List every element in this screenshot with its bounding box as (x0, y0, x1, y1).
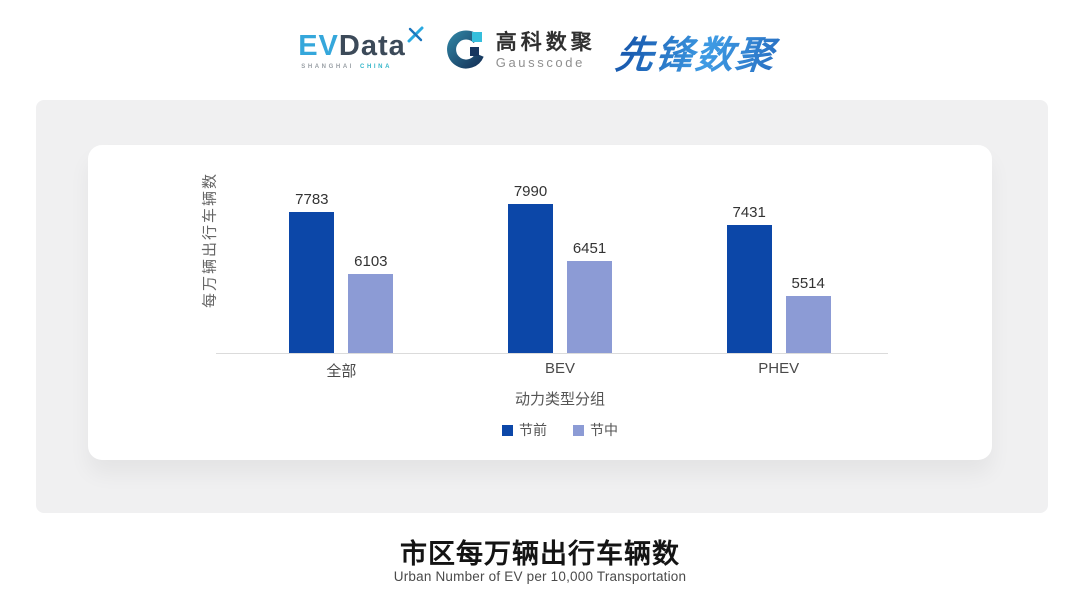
gausscode-en-text: Gausscode (495, 54, 585, 70)
chart-title: 市区每万辆出行车辆数 (400, 539, 680, 569)
evdata-logo: EV Data SHANGHAI CHINA (298, 26, 424, 70)
bar-item: 7431 (726, 204, 772, 353)
evdata-star-icon (407, 26, 424, 43)
legend-item-节中: 节中 (573, 420, 618, 440)
gausscode-cn-text: 高科数聚 (495, 31, 596, 55)
gausscode-g-icon (446, 30, 484, 69)
evdata-china-text: CHINA (360, 64, 393, 70)
legend-label: 节中 (590, 422, 618, 438)
chart-card: 每万辆出行车辆数 7783 6103 7990 6451 7431 5514 全部 BEV P… (88, 145, 992, 460)
evdata-data-text: Data (338, 30, 406, 62)
legend-label: 节前 (519, 422, 547, 438)
evdata-subtext: SHANGHAI CHINA (298, 64, 424, 70)
bar-节前-全部 (289, 212, 335, 353)
bar-节中-PHEV (785, 296, 831, 353)
legend-item-节前: 节前 (502, 420, 547, 440)
bar-节中-全部 (348, 274, 394, 353)
evdata-wordmark: EV Data (298, 26, 424, 62)
bar-group-全部: 7783 6103 (232, 191, 451, 353)
gausscode-logo: 高科数聚 Gausscode (444, 29, 596, 73)
chart-legend: 节前 节中 (232, 420, 888, 440)
bar-group-BEV: 7990 6451 (451, 183, 670, 353)
category-label-BEV: BEV (545, 360, 576, 377)
x-axis-categories: 全部 BEV PHEV (232, 360, 888, 381)
evdata-ev-text: EV (298, 30, 339, 62)
legend-swatch-icon (502, 424, 513, 436)
bar-item: 7783 (289, 191, 335, 353)
bar-节前-BEV (508, 204, 553, 353)
xianfeng-logo: 先锋数聚 (613, 24, 785, 79)
evdata-shanghai-text: SHANGHAI (301, 64, 355, 70)
bar-item: 5514 (785, 275, 831, 353)
x-axis-line (216, 353, 888, 354)
chart-subtitle: Urban Number of EV per 10,000 Transporta… (393, 569, 687, 584)
bar-value-label: 7431 (732, 204, 766, 221)
x-axis-label: 动力类型分组 (514, 391, 605, 408)
bar-节前-PHEV (726, 225, 772, 353)
chart-panel: 每万辆出行车辆数 7783 6103 7990 6451 7431 5514 全部 BEV P… (36, 100, 1048, 513)
bar-value-label: 5514 (791, 275, 825, 292)
gausscode-wordmark: 高科数聚 Gausscode (496, 31, 596, 70)
bar-value-label: 7990 (513, 183, 548, 200)
legend-swatch-icon (573, 424, 584, 436)
category-label-PHEV: PHEV (758, 360, 800, 377)
bar-value-label: 6103 (354, 253, 388, 270)
category-label-全部: 全部 (326, 363, 357, 380)
bar-group-PHEV: 7431 5514 (669, 204, 888, 353)
y-axis-label: 每万辆出行车辆数 (201, 171, 219, 309)
bar-value-label: 7783 (295, 191, 329, 208)
bar-item: 6103 (348, 253, 394, 353)
bar-节中-BEV (567, 261, 612, 353)
bar-item: 7990 (508, 183, 553, 353)
plot-area: 7783 6103 7990 6451 7431 5514 (232, 183, 888, 353)
header-logos: EV Data SHANGHAI CHINA (0, 22, 1080, 80)
bar-item: 6451 (567, 240, 612, 353)
bar-value-label: 6451 (572, 240, 607, 257)
